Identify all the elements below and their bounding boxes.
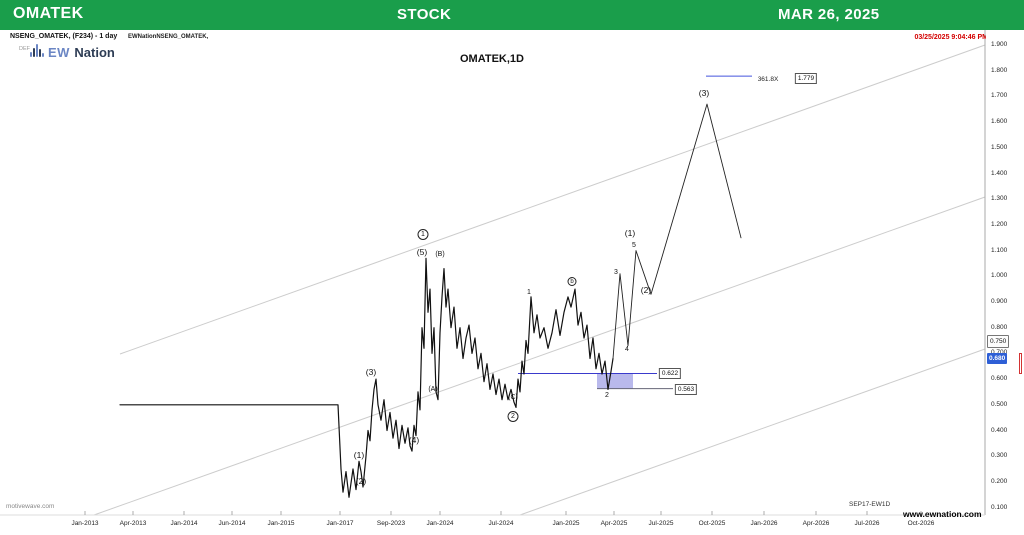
logo-bar bbox=[36, 44, 38, 57]
y-axis-tick: 1.700 bbox=[991, 92, 1008, 100]
time-axis[interactable]: Jan-2013 Apr-2013 Jan-2014 Jun-2014 Jan-2015… bbox=[0, 517, 986, 533]
elliott-projection bbox=[612, 103, 742, 359]
y-axis-tick: 0.800 bbox=[991, 323, 1008, 331]
x-axis-tick: Oct-2025 bbox=[698, 520, 726, 527]
y-axis-tick: 0.600 bbox=[991, 375, 1008, 383]
banner-symbol: OMATEK bbox=[13, 5, 84, 22]
last-update-timestamp: 03/25/2025 9:04:46 PM bbox=[914, 34, 988, 41]
trend-channel-line bbox=[93, 196, 986, 516]
chart-title: OMATEK,1D bbox=[460, 53, 524, 65]
banner-asset-type: STOCK bbox=[397, 6, 452, 23]
x-axis-tick: Sep-2023 bbox=[376, 520, 406, 527]
x-axis-tick: Jan-2013 bbox=[71, 520, 99, 527]
price-history bbox=[119, 257, 614, 498]
logo-bar bbox=[30, 52, 32, 57]
banner-date: MAR 26, 2025 bbox=[778, 6, 880, 23]
trend-channel-line bbox=[519, 348, 986, 516]
y-axis-tick: 0.300 bbox=[991, 452, 1008, 460]
y-axis-tick: 1.200 bbox=[991, 220, 1008, 228]
website-label: www.ewnation.com bbox=[903, 509, 982, 519]
x-axis-tick: Apr-2026 bbox=[802, 520, 830, 527]
y-axis-tick: 1.300 bbox=[991, 195, 1008, 203]
x-axis-tick: Jul-2025 bbox=[648, 520, 674, 527]
y-axis-tick: 0.200 bbox=[991, 477, 1008, 485]
y-axis-tick: 0.100 bbox=[991, 503, 1008, 511]
x-axis-tick: Jan-2015 bbox=[267, 520, 295, 527]
x-axis-tick: Jan-2026 bbox=[750, 520, 778, 527]
y-axis-tick: 1.100 bbox=[991, 246, 1008, 254]
x-axis-tick: Jan-2017 bbox=[326, 520, 354, 527]
reference-price-badge: 0.750 bbox=[987, 334, 1010, 348]
motivewave-credit: motivewave.com bbox=[6, 503, 55, 510]
x-axis-tick: Apr-2025 bbox=[600, 520, 628, 527]
x-axis-tick: Jun-2014 bbox=[218, 520, 246, 527]
workspace-label: EWNationNSENG_OMATEK, bbox=[128, 34, 209, 40]
y-axis-tick: 0.500 bbox=[991, 400, 1008, 408]
x-axis-tick: Jul-2026 bbox=[854, 520, 880, 527]
chart-canvas[interactable] bbox=[0, 30, 1024, 517]
alert-range-marker bbox=[1019, 353, 1022, 374]
x-axis-tick: Jan-2024 bbox=[426, 520, 454, 527]
title-banner: OMATEK STOCK MAR 26, 2025 bbox=[0, 0, 1024, 30]
x-axis-tick: Jul-2024 bbox=[488, 520, 514, 527]
y-axis-tick: 1.900 bbox=[991, 41, 1008, 48]
support-zone bbox=[597, 373, 633, 389]
y-axis-tick: 1.000 bbox=[991, 272, 1008, 280]
current-price-badge: 0.680 bbox=[987, 352, 1008, 364]
y-axis-tick: 1.800 bbox=[991, 66, 1008, 74]
logo-text-nation: Nation bbox=[74, 45, 115, 60]
logo-bar bbox=[42, 53, 44, 57]
y-axis-tick: 1.600 bbox=[991, 118, 1008, 126]
y-axis-tick: 0.900 bbox=[991, 298, 1008, 305]
y-axis-tick: 1.400 bbox=[991, 169, 1008, 177]
ew-nation-logo: EW Nation bbox=[30, 44, 115, 60]
chart-panel[interactable]: (1) (2) (3) (4) (5) 1 (A) (B) (C) 2 1 b 2 3 4 5 (1) (2) (3… bbox=[0, 30, 1024, 535]
logo-bar bbox=[39, 49, 41, 57]
chart-code-label: SEP17-EW1D bbox=[849, 501, 891, 508]
def-label: DEF bbox=[19, 46, 30, 52]
y-axis-tick: 0.400 bbox=[991, 426, 1008, 434]
x-axis-tick: Jan-2025 bbox=[552, 520, 580, 527]
x-axis-tick: Apr-2013 bbox=[119, 520, 147, 527]
x-axis-tick: Oct-2026 bbox=[907, 520, 935, 527]
y-axis-tick: 1.500 bbox=[991, 143, 1008, 151]
x-axis-tick: Jan-2014 bbox=[170, 520, 198, 527]
soundbars-icon bbox=[30, 44, 45, 62]
price-axis[interactable]: 0.750 0.680 1.900 1.800 1.700 1.600 1.500 1.4… bbox=[986, 30, 1024, 517]
logo-bar bbox=[33, 48, 35, 57]
logo-text-ew: EW bbox=[48, 45, 70, 60]
instrument-label: NSENG_OMATEK, (F234) - 1 day bbox=[10, 33, 118, 40]
trend-channel-line bbox=[119, 44, 986, 355]
